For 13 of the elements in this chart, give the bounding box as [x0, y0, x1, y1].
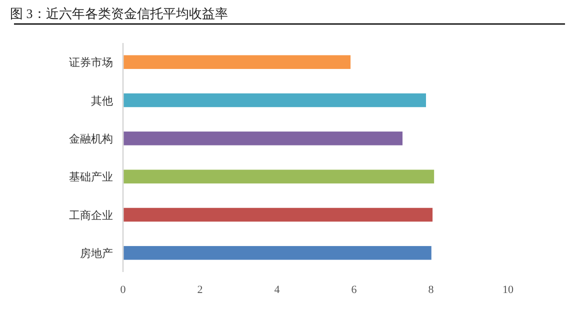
y-tick-label: 工商企业: [69, 208, 113, 222]
y-tick-label: 其他: [91, 94, 113, 108]
y-tick-label: 证券市场: [69, 56, 113, 70]
x-tick-label: 0: [120, 284, 126, 296]
title: 图 3：近六年各类资金信托平均收益率: [10, 6, 228, 21]
y-tick-label: 房地产: [80, 246, 113, 260]
x-tick-label: 6: [351, 284, 358, 296]
x-tick-label: 10: [502, 284, 514, 296]
x-tick-label: 8: [428, 284, 434, 296]
y-tick-label: 金融机构: [69, 133, 113, 146]
x-tick-label: 4: [274, 284, 280, 296]
y-tick-label: 基础产业: [69, 170, 113, 184]
x-tick-label: 2: [197, 284, 203, 296]
